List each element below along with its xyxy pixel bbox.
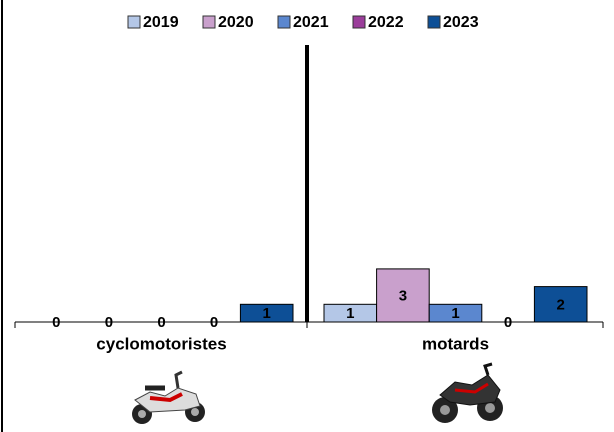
data-label: 1 (346, 305, 354, 322)
legend-swatch (352, 15, 366, 29)
legend-label: 2019 (143, 14, 179, 31)
scooter-icon (132, 370, 205, 424)
data-label: 0 (157, 314, 165, 331)
legend-swatch (202, 15, 216, 29)
data-label: 0 (504, 314, 512, 331)
legend-label: 2023 (443, 14, 479, 31)
data-label: 3 (399, 287, 407, 304)
motorbike-icon (432, 362, 503, 423)
legend-swatch (277, 15, 291, 29)
x-tick-label: cyclomotoristes (96, 334, 226, 353)
bar (376, 268, 430, 323)
bar (239, 303, 294, 323)
bar (533, 286, 588, 323)
legend-label: 2020 (218, 14, 254, 31)
data-label: 0 (52, 314, 60, 331)
legend-swatch (127, 15, 141, 29)
legend-label: 2021 (293, 14, 329, 31)
legend-label: 2022 (368, 14, 404, 31)
data-label: 0 (210, 314, 218, 331)
x-tick-label: motards (422, 334, 489, 353)
data-label: 0 (105, 314, 113, 331)
data-label: 1 (451, 305, 459, 322)
legend-swatch (427, 15, 441, 29)
data-label: 2 (557, 296, 565, 313)
bar (428, 303, 483, 323)
data-label: 1 (263, 305, 271, 322)
